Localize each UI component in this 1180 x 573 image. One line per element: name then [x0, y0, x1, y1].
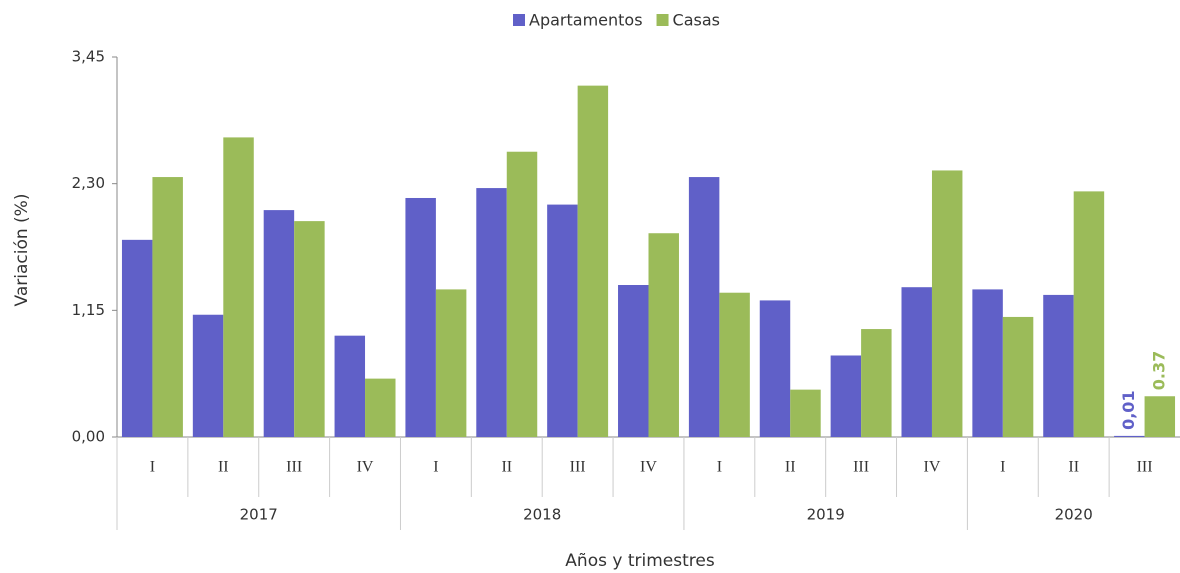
bar: [263, 210, 295, 437]
x-tick-label: IV: [924, 459, 941, 476]
bar: [192, 314, 224, 437]
bar: [972, 289, 1003, 437]
bar: [790, 389, 821, 437]
x-tick-label: I: [1000, 459, 1005, 476]
bar: [1002, 316, 1034, 437]
bar: [830, 355, 862, 437]
bar: [1043, 294, 1074, 437]
bar: [577, 85, 609, 437]
x-tick-label: III: [570, 459, 586, 476]
x-tick-label: III: [1137, 459, 1153, 476]
bar: [476, 188, 507, 437]
bar: [1114, 435, 1145, 437]
bar: [759, 300, 791, 437]
x-tick-label: I: [433, 459, 438, 476]
group-label: 2017: [240, 506, 278, 524]
y-tick-label: 1,15: [72, 301, 105, 319]
bar: [121, 239, 153, 437]
x-tick-label: III: [286, 459, 302, 476]
bar: [334, 335, 366, 437]
bar: [223, 137, 254, 437]
x-tick-label: I: [717, 459, 722, 476]
x-tick-label: IV: [357, 459, 374, 476]
bar: [719, 292, 750, 437]
bar: [648, 233, 679, 437]
bar: [435, 289, 467, 437]
bar: [506, 151, 538, 437]
bar: [901, 287, 932, 437]
bar: [152, 177, 183, 437]
x-tick-label: IV: [640, 459, 657, 476]
group-label: 2019: [807, 506, 845, 524]
bar: [618, 285, 649, 437]
bar: [294, 221, 325, 437]
x-tick-label: III: [853, 459, 869, 476]
bar: [365, 378, 396, 437]
legend-swatch: [513, 14, 525, 26]
x-tick-label: II: [218, 459, 229, 476]
y-axis-title: Variación (%): [12, 194, 32, 307]
data-label: 0,01: [1119, 390, 1138, 429]
bar: [1073, 191, 1105, 437]
bar: [547, 204, 578, 437]
y-tick-label: 2,30: [72, 174, 105, 192]
legend-label: Casas: [673, 11, 720, 30]
x-tick-label: II: [501, 459, 512, 476]
group-label: 2018: [523, 506, 561, 524]
y-tick-label: 3,45: [72, 48, 105, 66]
x-tick-label: II: [785, 459, 796, 476]
x-axis-title: Años y trimestres: [565, 551, 715, 571]
bar: [1144, 396, 1176, 437]
group-label: 2020: [1055, 506, 1093, 524]
x-tick-label: II: [1068, 459, 1079, 476]
y-tick-label: 0,00: [72, 428, 105, 446]
bar: [861, 329, 892, 437]
legend-label: Apartamentos: [529, 11, 643, 30]
legend-swatch: [656, 14, 669, 26]
bar: [688, 177, 720, 437]
data-label: 0.37: [1149, 351, 1168, 390]
bar: [405, 197, 436, 437]
x-tick-label: I: [150, 459, 155, 476]
bar: [931, 170, 963, 437]
